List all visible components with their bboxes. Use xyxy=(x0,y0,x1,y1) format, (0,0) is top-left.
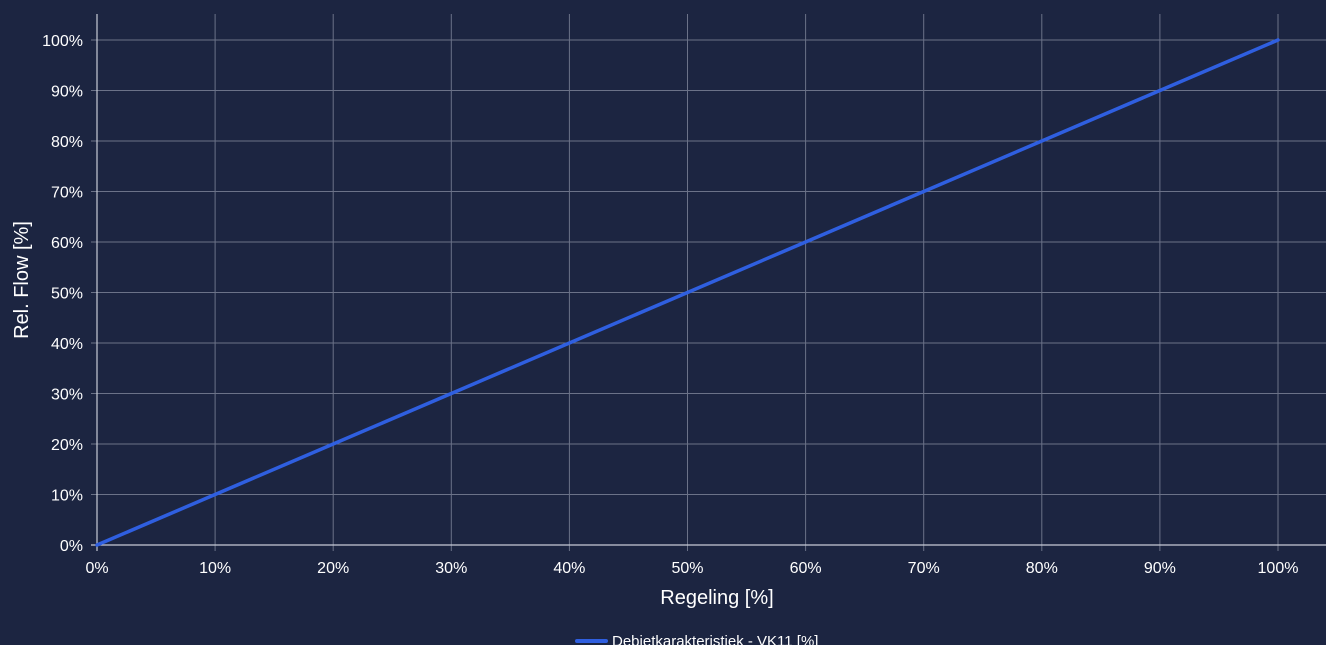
y-tick-label: 80% xyxy=(51,134,83,151)
y-tick-label: 100% xyxy=(42,33,83,50)
grid xyxy=(91,14,1326,551)
x-tick-label: 0% xyxy=(85,560,108,577)
x-tick-label: 10% xyxy=(199,560,231,577)
y-tick-label: 20% xyxy=(51,437,83,454)
x-tick-label: 60% xyxy=(790,560,822,577)
series-line xyxy=(95,38,1280,547)
y-tick-label: 70% xyxy=(51,185,83,202)
y-axis-title: Rel. Flow [%] xyxy=(11,221,33,339)
x-tick-label: 90% xyxy=(1144,560,1176,577)
y-tick-label: 0% xyxy=(60,538,83,555)
y-tick-label: 30% xyxy=(51,387,83,404)
x-tick-label: 50% xyxy=(671,560,703,577)
y-tick-label: 40% xyxy=(51,336,83,353)
x-tick-label: 70% xyxy=(908,560,940,577)
x-tick-label: 30% xyxy=(435,560,467,577)
x-tick-label: 80% xyxy=(1026,560,1058,577)
x-tick-label: 20% xyxy=(317,560,349,577)
y-tick-label: 10% xyxy=(51,488,83,505)
x-axis-title: Regeling [%] xyxy=(660,587,773,609)
x-tick-label: 40% xyxy=(553,560,585,577)
y-tick-labels: 0% 10% 20% 30% 40% 50% 60% 70% 80% 90% 100% xyxy=(42,33,83,555)
legend[interactable]: Debietkarakteristiek - VK11 [%] xyxy=(575,633,818,645)
y-tick-label: 90% xyxy=(51,84,83,101)
axes xyxy=(91,14,1326,551)
x-tick-labels: 0% 10% 20% 30% 40% 50% 60% 70% 80% 90% 100% xyxy=(85,560,1298,577)
y-tick-label: 50% xyxy=(51,286,83,303)
legend-label: Debietkarakteristiek - VK11 [%] xyxy=(612,633,818,645)
y-tick-label: 60% xyxy=(51,235,83,252)
series xyxy=(95,38,1280,547)
x-tick-label: 100% xyxy=(1258,560,1299,577)
